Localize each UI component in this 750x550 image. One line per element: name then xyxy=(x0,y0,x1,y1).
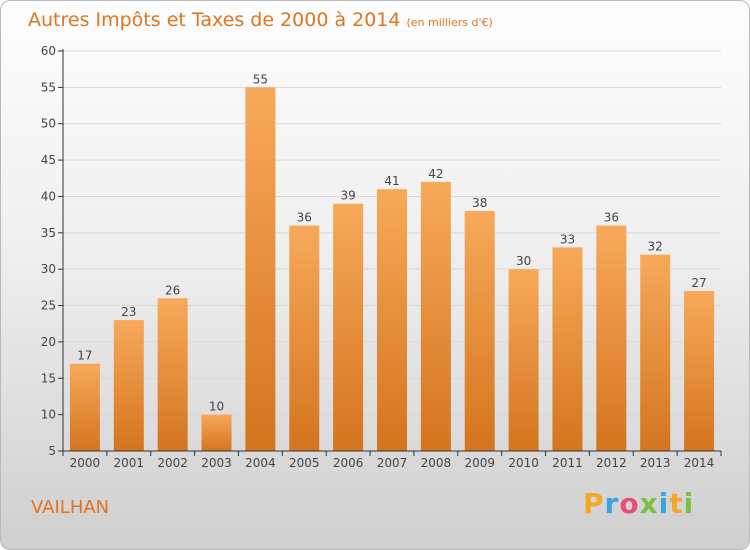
y-tick-label: 45 xyxy=(41,153,56,167)
data-label: 30 xyxy=(516,254,531,268)
x-tick-label: 2009 xyxy=(464,456,495,470)
data-label: 26 xyxy=(165,283,180,297)
x-tick-label: 2014 xyxy=(684,456,715,470)
x-tick-label: 2001 xyxy=(114,456,145,470)
x-tick-label: 2008 xyxy=(421,456,452,470)
proxiti-logo: Proxiti xyxy=(583,487,694,520)
y-tick-label: 20 xyxy=(41,335,56,349)
x-tick-label: 2011 xyxy=(552,456,583,470)
y-tick-label: 50 xyxy=(41,117,56,131)
x-tick-label: 2013 xyxy=(640,456,671,470)
data-label: 23 xyxy=(121,305,136,319)
y-axis-ticks: 5 10 15 20 25 30 35 40 45 50 55 60 xyxy=(41,44,63,458)
y-tick-label: 10 xyxy=(41,408,56,422)
axes xyxy=(62,49,721,452)
data-label: 41 xyxy=(384,174,399,188)
bar xyxy=(640,254,671,451)
data-label: 55 xyxy=(253,72,268,86)
logo-letter: o xyxy=(619,487,640,520)
data-label: 39 xyxy=(340,189,355,203)
x-tick-label: 2004 xyxy=(245,456,276,470)
y-tick-label: 5 xyxy=(48,444,56,458)
bar xyxy=(596,225,627,451)
bar xyxy=(201,414,232,451)
logo-letter: x xyxy=(639,487,659,520)
chart-title-text: Autres Impôts et Taxes de 2000 à 2014 xyxy=(28,9,401,31)
bars: 17 23 26 10 55 36 39 41 42 38 30 33 36 32 27 xyxy=(69,72,715,451)
y-tick-label: 55 xyxy=(41,80,56,94)
y-tick-label: 30 xyxy=(41,262,56,276)
data-label: 42 xyxy=(428,167,443,181)
logo-letter: i xyxy=(683,487,695,520)
bar xyxy=(684,291,715,451)
x-tick-label: 2005 xyxy=(289,456,320,470)
location-label: VAILHAN xyxy=(31,497,110,518)
bar xyxy=(113,320,144,451)
x-tick-label: 2006 xyxy=(333,456,364,470)
data-label: 36 xyxy=(297,211,312,225)
logo-letter: i xyxy=(658,487,670,520)
bar xyxy=(377,189,407,451)
x-tick-label: 2007 xyxy=(377,456,408,470)
data-label: 33 xyxy=(560,232,575,246)
y-tick-label: 60 xyxy=(41,44,56,58)
data-label: 36 xyxy=(604,211,619,225)
x-axis-ticks: 2000 2001 2002 2003 2004 2005 2006 2007 2008 2009… xyxy=(62,451,722,470)
chart-title: Autres Impôts et Taxes de 2000 à 2014 (en… xyxy=(28,9,493,31)
bar xyxy=(552,247,583,451)
logo-letter: P xyxy=(583,487,605,520)
y-tick-label: 25 xyxy=(41,299,56,313)
bar xyxy=(69,363,100,451)
chart-subtitle: (en milliers d'€) xyxy=(406,16,493,29)
y-tick-label: 15 xyxy=(41,371,56,385)
bar xyxy=(157,298,188,451)
x-tick-label: 2000 xyxy=(70,456,101,470)
x-tick-label: 2010 xyxy=(508,456,539,470)
bar xyxy=(464,211,495,451)
y-tick-label: 40 xyxy=(41,189,56,203)
x-tick-label: 2003 xyxy=(201,456,232,470)
logo-letter: t xyxy=(669,487,684,520)
data-label: 32 xyxy=(648,240,663,254)
data-label: 27 xyxy=(691,276,706,290)
data-label: 38 xyxy=(472,196,487,210)
data-label: 17 xyxy=(77,349,92,363)
bar xyxy=(420,181,451,451)
x-tick-label: 2002 xyxy=(157,456,188,470)
bar xyxy=(333,203,364,451)
bar xyxy=(289,225,320,451)
data-label: 10 xyxy=(209,400,224,414)
bar xyxy=(245,87,276,451)
y-tick-label: 35 xyxy=(41,226,56,240)
bar xyxy=(508,269,539,451)
x-tick-label: 2012 xyxy=(596,456,627,470)
logo-letter: r xyxy=(604,487,620,520)
